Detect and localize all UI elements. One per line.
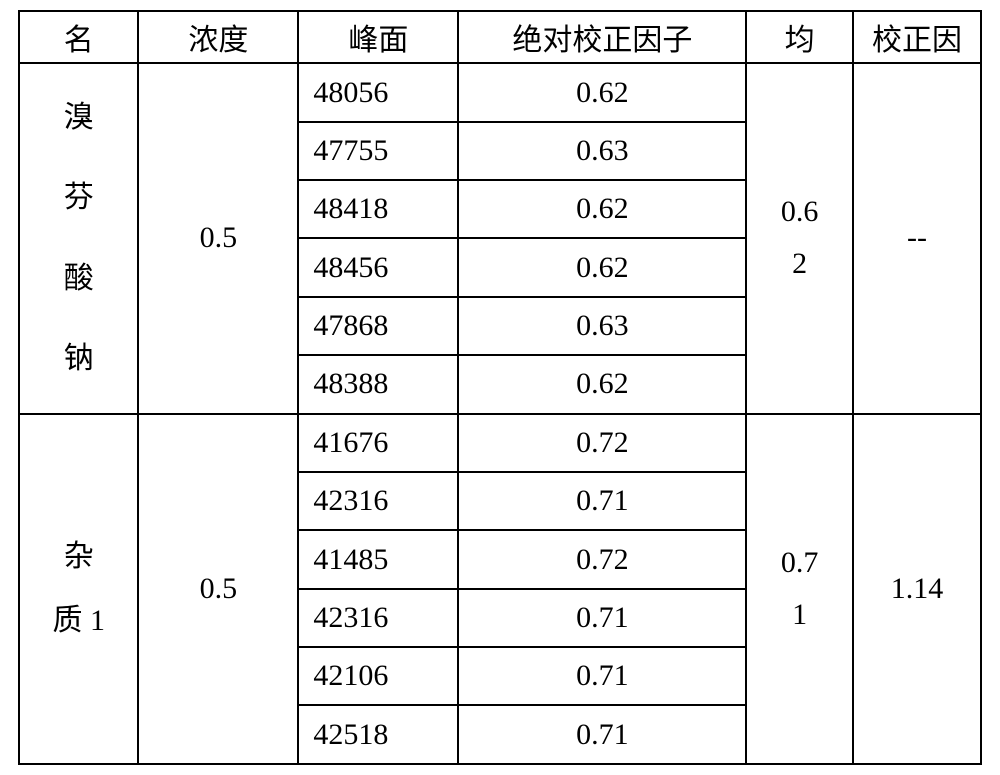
abs-cell: 0.62 <box>458 355 746 413</box>
header-absfactor: 绝对校正因子 <box>458 11 746 63</box>
concentration-cell: 0.5 <box>138 63 298 413</box>
name-char: 杂 <box>64 542 94 572</box>
table-row: 杂 质 1 0.5 41676 0.72 0.7 1 1.14 <box>19 414 981 472</box>
peak-cell: 41485 <box>298 530 458 588</box>
header-avg: 均 <box>746 11 853 63</box>
abs-cell: 0.63 <box>458 297 746 355</box>
name-char: 溴 <box>64 103 94 133</box>
peak-cell: 48056 <box>298 63 458 121</box>
abs-cell: 0.71 <box>458 647 746 705</box>
abs-cell: 0.72 <box>458 530 746 588</box>
name-char: 钠 <box>64 344 94 374</box>
peak-cell: 48388 <box>298 355 458 413</box>
peak-cell: 48418 <box>298 180 458 238</box>
table-row: 溴 芬 酸 钠 0.5 48056 0.62 0.6 2 -- <box>19 63 981 121</box>
avg-line: 0.7 <box>747 546 852 580</box>
abs-cell: 0.63 <box>458 122 746 180</box>
abs-cell: 0.62 <box>458 63 746 121</box>
name-cell: 溴 芬 酸 钠 <box>19 63 138 413</box>
header-peak: 峰面 <box>298 11 458 63</box>
header-concentration: 浓度 <box>138 11 298 63</box>
header-row: 名 浓度 峰面 绝对校正因子 均 校正因 <box>19 11 981 63</box>
avg-line: 1 <box>747 598 852 632</box>
peak-cell: 42316 <box>298 589 458 647</box>
peak-cell: 47868 <box>298 297 458 355</box>
abs-cell: 0.71 <box>458 705 746 764</box>
data-table: 名 浓度 峰面 绝对校正因子 均 校正因 溴 芬 酸 钠 0.5 48056 0… <box>18 10 982 765</box>
corr-cell: -- <box>853 63 981 413</box>
abs-cell: 0.72 <box>458 414 746 472</box>
name-cell: 杂 质 1 <box>19 414 138 764</box>
name-char: 芬 <box>64 183 94 213</box>
abs-cell: 0.71 <box>458 472 746 530</box>
peak-cell: 48456 <box>298 238 458 296</box>
corr-cell: 1.14 <box>853 414 981 764</box>
peak-cell: 41676 <box>298 414 458 472</box>
avg-cell: 0.7 1 <box>746 414 853 764</box>
header-corrfactor: 校正因 <box>853 11 981 63</box>
peak-cell: 42106 <box>298 647 458 705</box>
peak-cell: 42518 <box>298 705 458 764</box>
avg-line: 0.6 <box>747 195 852 229</box>
abs-cell: 0.71 <box>458 589 746 647</box>
avg-line: 2 <box>747 247 852 281</box>
name-char: 质 1 <box>52 606 105 636</box>
avg-cell: 0.6 2 <box>746 63 853 413</box>
abs-cell: 0.62 <box>458 238 746 296</box>
header-name: 名 <box>19 11 138 63</box>
peak-cell: 42316 <box>298 472 458 530</box>
concentration-cell: 0.5 <box>138 414 298 764</box>
name-char: 酸 <box>64 264 94 294</box>
abs-cell: 0.62 <box>458 180 746 238</box>
peak-cell: 47755 <box>298 122 458 180</box>
